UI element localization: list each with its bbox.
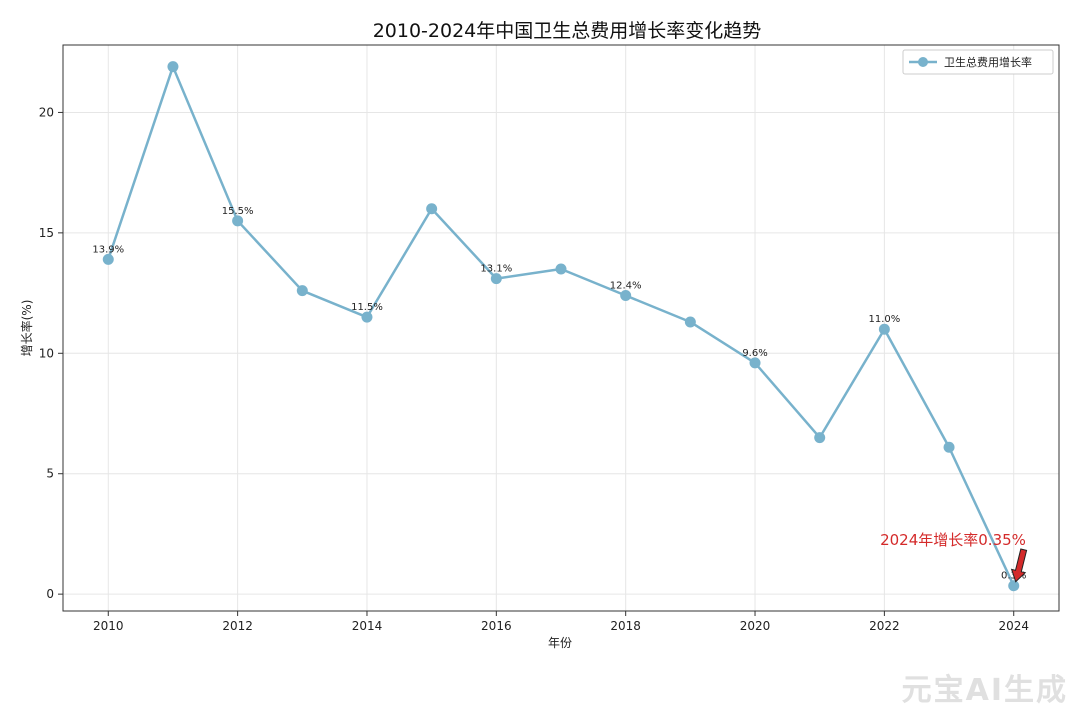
data-label: 11.5% — [351, 302, 383, 313]
annotation-arrow — [1010, 548, 1028, 583]
x-axis-ticks: 2010 2012 2014 2016 2018 2020 2022 2024 — [93, 611, 1029, 633]
y-tick-label: 0 — [46, 587, 54, 601]
legend: 卫生总费用增长率 — [902, 49, 1054, 75]
watermark: 元宝AI生成 — [902, 673, 1068, 708]
data-point — [296, 285, 308, 297]
x-tick-label: 2020 — [740, 619, 771, 633]
data-point — [814, 432, 826, 444]
x-tick-label: 2010 — [93, 619, 124, 633]
legend-label: 卫生总费用增长率 — [944, 55, 1032, 69]
x-tick-label: 2024 — [998, 619, 1029, 633]
data-label: 9.6% — [742, 348, 767, 359]
plot-frame — [62, 44, 1060, 612]
data-point — [684, 316, 696, 328]
data-point — [361, 311, 373, 323]
data-point — [620, 289, 632, 301]
x-tick-label: 2016 — [481, 619, 512, 633]
data-labels: 13.9%15.5%11.5%13.1%12.4%9.6%11.0%0.3% — [92, 206, 1026, 582]
data-label: 13.9% — [92, 244, 124, 255]
x-axis-label: 年份 — [548, 636, 572, 650]
data-point — [426, 203, 438, 215]
legend-swatch-marker — [918, 57, 928, 67]
y-axis-ticks: 0 5 10 15 20 — [39, 105, 63, 601]
data-point — [555, 263, 567, 275]
grid-lines — [63, 45, 1059, 611]
data-point — [102, 253, 114, 265]
data-label: 11.0% — [868, 314, 900, 325]
data-point — [943, 441, 955, 453]
x-tick-label: 2022 — [869, 619, 900, 633]
y-axis-label: 增长率(%) — [19, 300, 34, 357]
series-layer — [102, 61, 1020, 592]
annotation-text: 2024年增长率0.35% — [880, 531, 1026, 549]
y-tick-label: 5 — [46, 467, 54, 481]
data-label: 15.5% — [222, 206, 254, 217]
data-point — [167, 61, 179, 73]
data-label: 12.4% — [610, 280, 642, 291]
data-point — [490, 273, 502, 285]
chart-title: 2010-2024年中国卫生总费用增长率变化趋势 — [373, 20, 762, 42]
legend-box — [902, 49, 1054, 75]
data-point — [749, 357, 761, 369]
data-point — [1008, 580, 1020, 592]
y-tick-label: 15 — [39, 226, 54, 240]
series-line — [107, 65, 1015, 587]
x-tick-label: 2012 — [222, 619, 253, 633]
annotation: 2024年增长率0.35% — [880, 531, 1028, 583]
y-tick-label: 10 — [39, 346, 54, 360]
x-tick-label: 2014 — [352, 619, 383, 633]
y-tick-label: 20 — [39, 105, 54, 119]
data-point — [878, 323, 890, 335]
data-label: 13.1% — [480, 264, 512, 275]
data-point — [232, 215, 244, 227]
x-tick-label: 2018 — [610, 619, 641, 633]
